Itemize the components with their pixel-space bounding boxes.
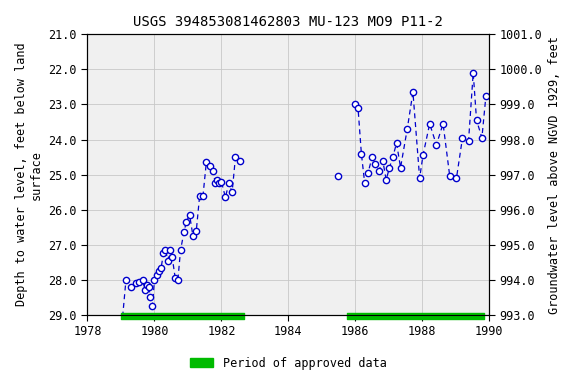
Title: USGS 394853081462803 MU-123 MO9 P11-2: USGS 394853081462803 MU-123 MO9 P11-2 (134, 15, 444, 29)
Y-axis label: Depth to water level, feet below land
surface: Depth to water level, feet below land su… (15, 43, 43, 306)
Legend: Period of approved data: Period of approved data (185, 352, 391, 374)
Y-axis label: Groundwater level above NGVD 1929, feet: Groundwater level above NGVD 1929, feet (548, 36, 561, 313)
